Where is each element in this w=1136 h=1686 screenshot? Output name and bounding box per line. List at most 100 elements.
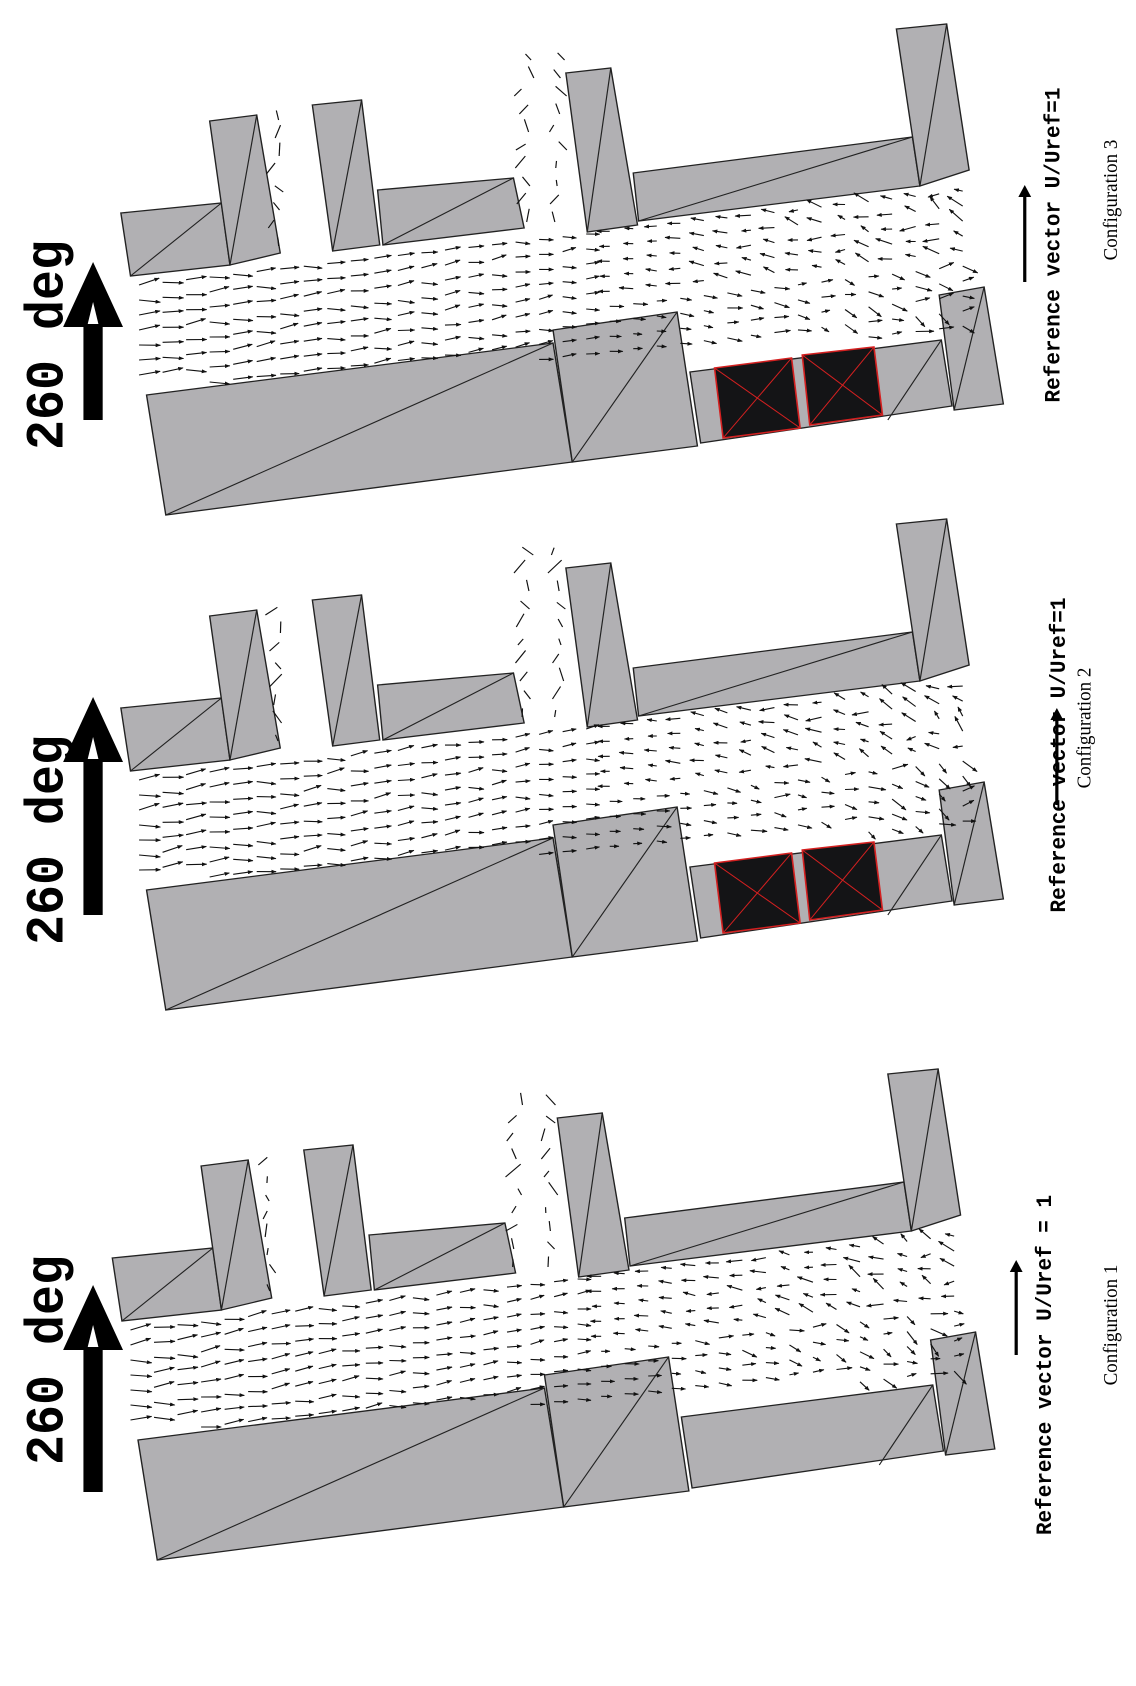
flow-vector	[233, 798, 253, 799]
flow-vector	[928, 194, 939, 197]
flow-vector	[719, 1383, 732, 1386]
flow-vector	[374, 286, 391, 289]
flow-vector	[879, 699, 892, 710]
flow-vector	[210, 873, 230, 877]
flow-vector	[266, 163, 275, 174]
flow-vector	[892, 764, 908, 769]
flow-vector	[758, 1299, 766, 1303]
flow-vector	[554, 1339, 568, 1342]
flow-vector	[225, 1375, 244, 1380]
flow-vector	[556, 86, 567, 96]
flow-vector	[634, 1315, 648, 1316]
flow-vector	[822, 327, 829, 332]
flow-vector	[492, 780, 506, 785]
flow-vector	[945, 1234, 954, 1236]
flow-vector	[789, 210, 798, 212]
wind-direction: 260 deg	[18, 735, 79, 945]
flow-vector	[860, 1382, 869, 1391]
flow-vector	[163, 282, 184, 283]
flow-vector	[845, 773, 855, 775]
flow-vector	[813, 742, 822, 747]
flow-vector	[856, 722, 869, 727]
flow-vector	[869, 817, 884, 820]
flow-vector	[555, 710, 556, 717]
flow-vector	[784, 715, 798, 720]
flow-vector	[265, 1224, 267, 1237]
flow-vector	[280, 854, 299, 855]
flow-vector	[512, 1206, 516, 1213]
flow-vector	[280, 822, 299, 824]
flow-vector	[512, 1149, 517, 1159]
reference-label: Reference vector U/Uref=1	[1046, 598, 1072, 913]
flow-vector	[556, 104, 560, 114]
flow-vector	[210, 382, 230, 384]
flow-vector	[963, 761, 977, 772]
flow-vector	[233, 274, 253, 276]
flow-vector	[554, 1327, 568, 1328]
flow-vector	[953, 746, 963, 747]
flow-vector	[736, 245, 751, 248]
flow-vector	[740, 722, 751, 725]
flow-vector	[295, 1307, 313, 1311]
flow-vector	[808, 251, 821, 253]
flow-vector	[280, 356, 299, 359]
flow-vector	[421, 252, 437, 253]
flow-vector	[421, 834, 437, 838]
flow-vector	[929, 732, 940, 733]
flow-vector	[657, 300, 667, 301]
flow-vector	[563, 248, 576, 252]
flow-vector	[689, 261, 704, 265]
flow-vector	[304, 835, 322, 836]
flow-vector	[798, 825, 812, 828]
flow-vector	[766, 1348, 776, 1349]
flow-vector	[398, 838, 415, 840]
flow-vector	[398, 764, 415, 766]
flow-vector	[398, 821, 414, 826]
flow-vector	[233, 872, 252, 875]
flow-vector	[648, 1346, 659, 1347]
flow-vector	[366, 1329, 383, 1333]
flow-vector	[954, 189, 963, 191]
flow-vector	[798, 795, 807, 798]
flow-vector	[759, 228, 775, 229]
flow-vector	[554, 1312, 568, 1313]
flow-vector	[460, 1289, 475, 1293]
flow-vector	[586, 834, 599, 835]
flow-vector	[703, 1277, 718, 1278]
flow-vector	[763, 267, 774, 273]
flow-vector	[672, 1388, 686, 1389]
flow-vector	[867, 1304, 884, 1306]
flow-vector	[550, 195, 559, 204]
flow-vector	[389, 1327, 405, 1331]
flow-vector	[836, 1355, 846, 1363]
flow-vector	[421, 283, 437, 285]
flow-vector	[492, 315, 506, 320]
flow-vector	[907, 1332, 917, 1345]
flow-vector	[531, 1359, 545, 1360]
flow-vector	[691, 712, 704, 716]
flow-vector	[884, 1379, 897, 1388]
flow-vector	[516, 299, 530, 302]
flow-vector	[139, 278, 159, 285]
flow-vector	[139, 855, 160, 857]
flow-vector	[614, 1273, 625, 1274]
flow-vector	[516, 781, 531, 782]
flow-vector	[178, 1399, 199, 1400]
flow-vector	[460, 1336, 476, 1338]
reference-label: Reference vector U/Uref=1	[1041, 88, 1067, 403]
flow-vector	[460, 1318, 475, 1322]
flow-vector	[901, 1234, 907, 1242]
flow-vector	[578, 1339, 591, 1340]
flow-vector	[751, 318, 764, 320]
flow-vector	[869, 276, 879, 277]
flow-vector	[445, 325, 461, 326]
flow-vector	[233, 301, 252, 304]
flow-vector	[657, 346, 667, 347]
flow-vector	[139, 803, 159, 810]
flow-vector	[685, 1324, 695, 1326]
flow-vector	[398, 795, 415, 796]
flow-vector	[210, 305, 230, 307]
flow-vector	[834, 693, 845, 700]
flow-vector	[492, 243, 507, 245]
flow-vector	[742, 230, 751, 231]
